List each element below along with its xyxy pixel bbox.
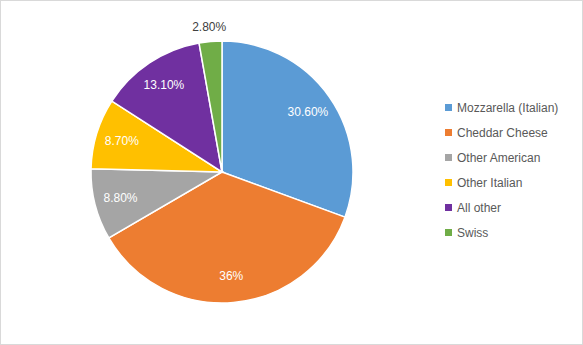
pie (91, 41, 353, 303)
pie-slice (199, 41, 222, 172)
legend-swatch (445, 179, 452, 186)
legend-swatch (445, 204, 452, 211)
data-label: 8.80% (103, 191, 137, 205)
pie-slice (91, 169, 222, 238)
chart: 30.60% 36% 8.80% 8.70% 13.10% 2.80% Mozzarella… (0, 0, 583, 345)
legend-label: Swiss (457, 226, 488, 240)
legend-swatch (445, 129, 452, 136)
legend-item: Swiss (445, 226, 488, 240)
legend-swatch (445, 104, 452, 111)
legend: Mozzarella (Italian) Cheddar Cheese Other … (445, 101, 558, 240)
legend-label: Mozzarella (Italian) (457, 101, 558, 115)
data-label: 8.70% (105, 134, 139, 148)
legend-item: All other (445, 201, 501, 215)
data-label: 2.80% (192, 20, 226, 34)
legend-label: Other Italian (457, 176, 522, 190)
data-labels: 30.60% 36% 8.80% 8.70% 13.10% 2.80% (103, 20, 328, 284)
chart-frame (1, 1, 583, 345)
legend-label: All other (457, 201, 501, 215)
legend-swatch (445, 229, 452, 236)
legend-swatch (445, 154, 452, 161)
legend-item: Other Italian (445, 176, 522, 190)
data-label: 36% (219, 269, 243, 283)
legend-item: Cheddar Cheese (445, 126, 548, 140)
data-label: 30.60% (288, 105, 329, 119)
legend-label: Other American (457, 151, 540, 165)
data-label: 13.10% (144, 78, 185, 92)
legend-item: Mozzarella (Italian) (445, 101, 558, 115)
legend-item: Other American (445, 151, 540, 165)
legend-label: Cheddar Cheese (457, 126, 548, 140)
